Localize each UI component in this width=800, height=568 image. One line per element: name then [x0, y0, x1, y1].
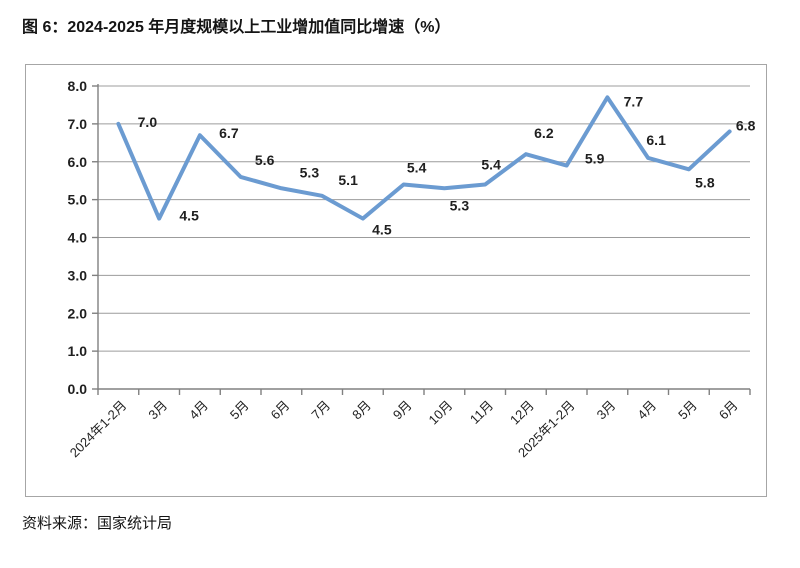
x-tick-label: 10月 [425, 398, 455, 428]
x-tick-label: 5月 [675, 398, 700, 423]
data-label: 5.6 [255, 152, 275, 168]
x-tick-label: 3月 [145, 398, 170, 423]
x-tick-label: 3月 [594, 398, 619, 423]
data-line [116, 95, 732, 221]
data-label: 7.7 [624, 93, 644, 109]
y-tick-label: 8.0 [68, 78, 88, 94]
y-tick-label: 6.0 [68, 154, 88, 170]
y-tick-label: 4.0 [68, 230, 88, 246]
data-label: 4.5 [372, 222, 392, 238]
y-tick-labels: 0.0 1.0 2.0 3.0 4.0 5.0 6.0 7.0 8.0 [68, 78, 98, 397]
x-tick-label: 4月 [186, 398, 211, 423]
data-label: 5.9 [585, 151, 605, 167]
x-tick-label: 7月 [308, 398, 333, 423]
y-tick-label: 2.0 [68, 305, 88, 321]
data-label: 5.8 [695, 174, 715, 190]
x-tick-label: 12月 [507, 398, 537, 428]
data-label: 5.1 [338, 172, 358, 188]
data-label: 5.4 [407, 159, 427, 175]
x-ticks [97, 389, 751, 395]
x-tick-labels: 2024年1-2月 3月 4月 5月 6月 7月 8月 9月 10月 11月 12月2025年1-2… [67, 398, 741, 461]
gridlines [98, 85, 750, 352]
data-label: 7.0 [138, 114, 158, 130]
data-label: 5.3 [300, 164, 320, 180]
x-tick-label: 2024年1-2月 [67, 398, 130, 461]
y-tick-label: 0.0 [68, 381, 88, 397]
x-tick-label: 6月 [268, 398, 293, 423]
data-label: 5.3 [450, 197, 470, 213]
data-label: 6.7 [219, 125, 239, 141]
data-labels: 7.0 4.5 6.7 5.6 5.3 5.1 4.5 5.4 5.3 5.4 6.2 5.9 7.7 6… [138, 93, 756, 237]
x-tick-label: 9月 [390, 398, 415, 423]
y-tick-label: 1.0 [68, 343, 88, 359]
y-tick-label: 5.0 [68, 192, 88, 208]
x-tick-label: 5月 [227, 398, 252, 423]
data-label: 6.2 [534, 125, 554, 141]
source-note: 资料来源：国家统计局 [22, 515, 173, 532]
data-label: 5.4 [481, 156, 501, 172]
y-tick-label: 3.0 [68, 267, 88, 283]
x-tick-label: 11月 [467, 398, 496, 427]
line-chart-svg: 0.0 1.0 2.0 3.0 4.0 5.0 6.0 7.0 8.0 2024年1-2月 3月 4月… [67, 78, 756, 461]
x-tick-label: 4月 [634, 398, 659, 423]
data-label: 6.1 [646, 132, 666, 148]
x-tick-label: 6月 [716, 398, 741, 423]
data-label: 6.8 [736, 117, 756, 133]
y-tick-label: 7.0 [68, 116, 88, 132]
data-label: 4.5 [179, 208, 199, 224]
figure-title: 图 6：2024-2025 年月度规模以上工业增加值同比增速（%） [22, 19, 451, 36]
chart-frame: 0.0 1.0 2.0 3.0 4.0 5.0 6.0 7.0 8.0 2024年1-2月 3月 4月… [25, 64, 767, 497]
x-tick-label: 8月 [349, 398, 374, 423]
